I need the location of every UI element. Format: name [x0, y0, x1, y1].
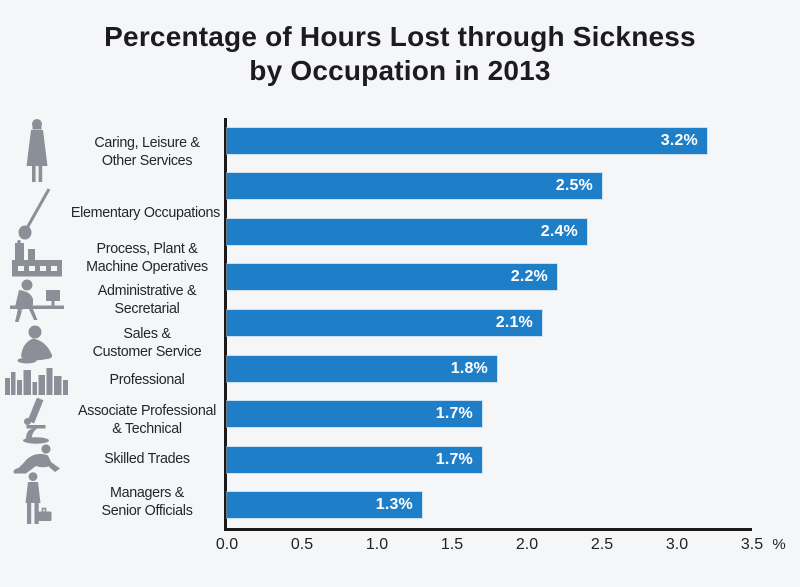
- x-tick-label: 2.0: [515, 536, 539, 553]
- microscope-icon: [0, 397, 74, 444]
- chart-title-line2: by Occupation in 2013: [249, 54, 551, 86]
- x-tick-label: 3.5: [740, 536, 764, 553]
- bar-value-label: 3.2%: [660, 131, 698, 149]
- bar: 2.1%: [227, 310, 542, 337]
- bar-row: 1.8%: [227, 346, 752, 392]
- category-label: Associate Professional & Technical: [77, 402, 217, 437]
- bar-row: 2.4%: [227, 209, 752, 255]
- bar: 3.2%: [227, 127, 707, 154]
- axis-unit-label: %: [772, 536, 786, 553]
- category-label: Sales & Customer Service: [92, 326, 202, 360]
- customer-service-icon: [0, 324, 74, 364]
- bar-value-label: 2.4%: [540, 222, 578, 240]
- bar-value-label: 1.7%: [435, 450, 473, 468]
- bar: 1.8%: [227, 355, 497, 382]
- mop-icon: [0, 188, 71, 240]
- bar-row: 2.1%: [227, 300, 752, 346]
- category-label: Skilled Trades: [104, 451, 190, 468]
- bar: 2.4%: [227, 218, 587, 245]
- bar-value-label: 1.3%: [375, 496, 413, 514]
- category-row: Sales & Customer Service: [0, 324, 224, 364]
- bar-value-label: 2.2%: [510, 268, 548, 286]
- category-row: Elementary Occupations: [0, 188, 224, 240]
- category-labels: Caring, Leisure & Other Services Elementa…: [0, 118, 224, 528]
- category-row: Process, Plant & Machine Operatives: [0, 240, 224, 278]
- bar-value-label: 2.5%: [555, 177, 593, 195]
- chart-title: Percentage of Hours Lost through Sicknes…: [0, 20, 800, 87]
- carer-icon: [0, 118, 74, 188]
- bar-row: 2.2%: [227, 255, 752, 301]
- bar: 2.2%: [227, 264, 557, 291]
- category-row: Caring, Leisure & Other Services: [0, 118, 224, 188]
- bar: 1.7%: [227, 401, 482, 428]
- category-label: Administrative & Secretarial: [97, 283, 197, 317]
- x-tick-label: 0.0: [215, 536, 239, 553]
- bar-row: 3.2%: [227, 118, 752, 164]
- category-row: Managers & Senior Officials: [0, 472, 224, 528]
- plot-area: 3.2% 2.5% 2.4% 2.2% 2.1% 1.8% 1.7% 1.7% 1.3%: [224, 118, 752, 531]
- category-row: Professional: [0, 364, 224, 398]
- category-row: Associate Professional & Technical: [0, 397, 224, 444]
- x-tick-label: 2.5: [590, 536, 614, 553]
- category-label: Elementary Occupations: [70, 205, 220, 222]
- bar-row: 1.7%: [227, 437, 752, 483]
- category-label: Managers & Senior Officials: [101, 484, 193, 519]
- category-row: Administrative & Secretarial: [0, 278, 224, 324]
- bar: 1.3%: [227, 492, 422, 519]
- bar-row: 1.3%: [227, 483, 752, 529]
- factory-icon: [0, 240, 74, 278]
- x-axis: 0.0 0.5 1.0 1.5 2.0 2.5 3.0 3.5%: [216, 536, 786, 560]
- kneeling-worker-icon: [0, 444, 74, 477]
- x-tick-label: 1.5: [440, 536, 464, 553]
- bar: 2.5%: [227, 173, 602, 200]
- skyline-icon: [0, 367, 74, 395]
- bar-value-label: 2.1%: [495, 314, 533, 332]
- chart-title-line1: Percentage of Hours Lost through Sicknes…: [104, 21, 696, 52]
- x-tick-label: 1.0: [365, 536, 389, 553]
- manager-icon: [0, 472, 74, 528]
- bar-row: 1.7%: [227, 391, 752, 437]
- category-label: Process, Plant & Machine Operatives: [86, 241, 208, 275]
- chart-body: Caring, Leisure & Other Services Elementa…: [0, 118, 800, 531]
- x-tick-label: 0.5: [290, 536, 314, 553]
- category-row: Skilled Trades: [0, 444, 224, 478]
- bar-value-label: 1.7%: [435, 405, 473, 423]
- bar-value-label: 1.8%: [450, 359, 488, 377]
- bar-row: 2.5%: [227, 164, 752, 210]
- bar: 1.7%: [227, 446, 482, 473]
- x-tick-label: 3.0: [665, 536, 689, 553]
- category-label: Professional: [109, 371, 185, 388]
- office-worker-icon: [0, 278, 74, 324]
- category-label: Caring, Leisure & Other Services: [94, 135, 200, 169]
